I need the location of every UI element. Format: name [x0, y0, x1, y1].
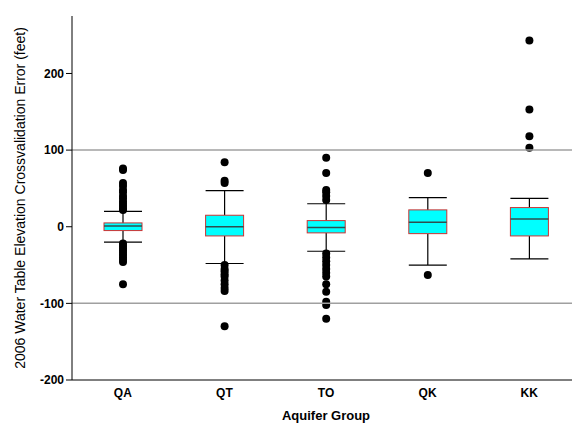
svg-text:100: 100 — [44, 143, 64, 157]
svg-text:QA: QA — [114, 386, 132, 400]
svg-text:Aquifer Group: Aquifer Group — [282, 408, 370, 423]
svg-text:2006 Water Table Elevation Cro: 2006 Water Table Elevation Crossvalidati… — [12, 27, 28, 369]
svg-text:QT: QT — [216, 386, 233, 400]
svg-text:-200: -200 — [40, 373, 64, 387]
svg-text:200: 200 — [44, 67, 64, 81]
svg-text:TO: TO — [318, 386, 334, 400]
svg-text:0: 0 — [57, 220, 64, 234]
svg-text:KK: KK — [521, 386, 539, 400]
svg-text:QK: QK — [419, 386, 437, 400]
svg-text:-100: -100 — [40, 297, 64, 311]
